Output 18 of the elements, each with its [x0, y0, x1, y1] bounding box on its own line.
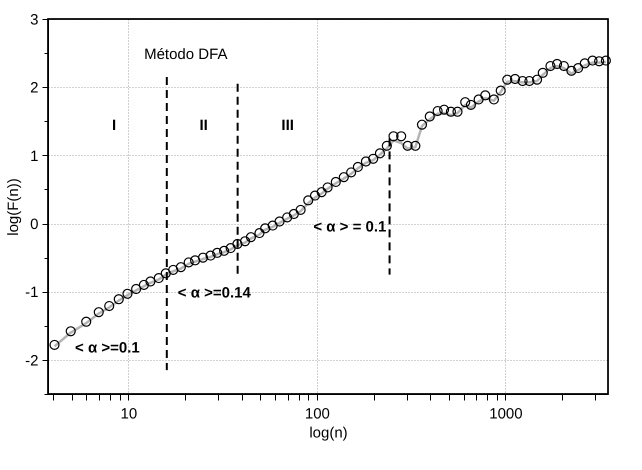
x-tick-label: 100 [304, 406, 330, 422]
y-axis-title: log(F(n)) [5, 178, 22, 236]
annotation: < α >=0.1 [75, 340, 140, 356]
annotation: Método DFA [144, 46, 228, 63]
annotation: < α >=0.14 [178, 284, 252, 302]
annotation: < α > = 0.1 [313, 218, 386, 236]
y-tick-label: 1 [30, 148, 38, 165]
annotation: I [112, 116, 116, 134]
x-tick-label: 1000 [489, 406, 523, 422]
y-tick-label: 0 [30, 216, 38, 234]
annotation: III [281, 116, 294, 134]
y-tick-label: 3 [30, 12, 38, 28]
x-axis-title: log(n) [309, 424, 348, 442]
y-tick-label: -1 [25, 284, 38, 302]
annotation: II [200, 116, 208, 134]
y-tick-label: -2 [25, 352, 38, 370]
x-tick-label: 10 [120, 406, 138, 422]
y-tick-label: 2 [30, 80, 38, 97]
